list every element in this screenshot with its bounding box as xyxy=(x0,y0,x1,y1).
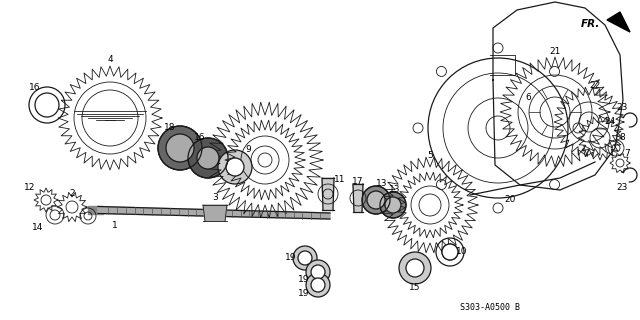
Text: 17: 17 xyxy=(352,178,364,187)
Text: 6: 6 xyxy=(525,93,531,102)
Text: FR.: FR. xyxy=(580,19,600,29)
Text: 2: 2 xyxy=(69,188,75,197)
Text: 18: 18 xyxy=(164,124,176,132)
Circle shape xyxy=(218,150,252,184)
Polygon shape xyxy=(98,206,330,219)
Circle shape xyxy=(293,246,317,270)
Text: 16: 16 xyxy=(29,84,41,92)
Text: 15: 15 xyxy=(409,283,420,292)
Polygon shape xyxy=(607,12,630,32)
Polygon shape xyxy=(322,178,334,210)
Circle shape xyxy=(158,126,202,170)
Circle shape xyxy=(298,251,312,265)
Text: 19: 19 xyxy=(298,289,310,298)
Circle shape xyxy=(406,259,424,277)
Polygon shape xyxy=(203,205,227,221)
Circle shape xyxy=(362,186,390,214)
Circle shape xyxy=(226,158,244,176)
Circle shape xyxy=(197,147,219,169)
Text: 11: 11 xyxy=(334,175,346,185)
Circle shape xyxy=(442,244,458,260)
Text: 1: 1 xyxy=(112,220,118,229)
Text: 4: 4 xyxy=(107,55,113,65)
Text: 23: 23 xyxy=(616,183,628,193)
Circle shape xyxy=(385,197,401,213)
Circle shape xyxy=(306,273,330,297)
Text: 12: 12 xyxy=(24,183,36,193)
Circle shape xyxy=(367,191,385,209)
Text: 22: 22 xyxy=(589,81,600,90)
Text: 21: 21 xyxy=(549,47,561,57)
Circle shape xyxy=(306,260,330,284)
Text: 13: 13 xyxy=(376,180,388,188)
Text: 3: 3 xyxy=(212,194,218,203)
Text: 5: 5 xyxy=(427,150,433,159)
Text: 13: 13 xyxy=(389,186,401,195)
Circle shape xyxy=(399,252,431,284)
Text: 19: 19 xyxy=(298,276,310,284)
Text: 10: 10 xyxy=(456,247,468,257)
Text: 14: 14 xyxy=(32,223,44,233)
Circle shape xyxy=(311,265,325,279)
Text: 16: 16 xyxy=(195,132,205,141)
Circle shape xyxy=(380,192,406,218)
Text: 19: 19 xyxy=(285,253,297,262)
Text: 8: 8 xyxy=(619,132,625,141)
Text: 7: 7 xyxy=(624,148,630,157)
Text: 23: 23 xyxy=(616,103,628,113)
Circle shape xyxy=(188,138,228,178)
Text: 9: 9 xyxy=(245,146,251,155)
Circle shape xyxy=(166,134,194,162)
Circle shape xyxy=(311,278,325,292)
Text: S303-A0500 B: S303-A0500 B xyxy=(460,303,520,313)
Text: 24: 24 xyxy=(604,117,616,126)
Polygon shape xyxy=(353,184,363,212)
Text: 20: 20 xyxy=(504,196,516,204)
